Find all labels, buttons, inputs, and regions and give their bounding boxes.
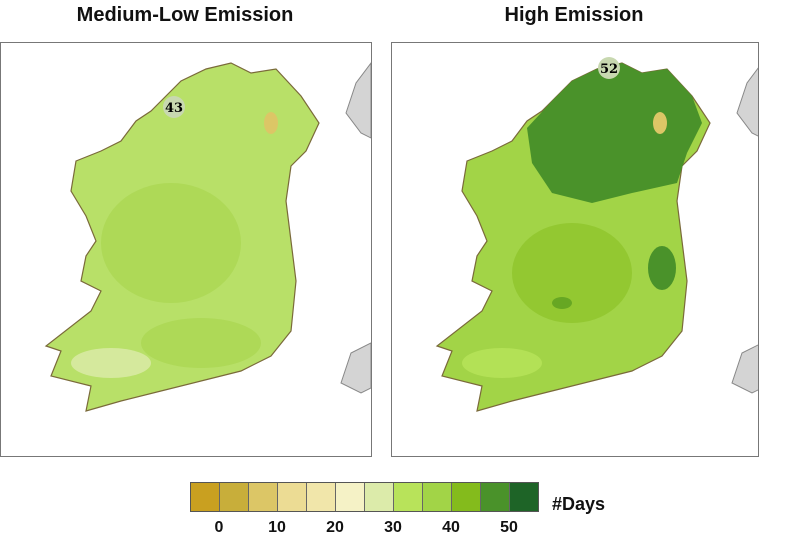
left-map: 43: [45, 62, 372, 412]
colorbar-tick-label: 50: [500, 519, 518, 536]
colorbar-swatch: [336, 483, 365, 511]
max-value-label: 52: [600, 62, 618, 77]
left-map-title: Medium-Low Emission: [76, 4, 294, 26]
colorbar: [190, 482, 539, 512]
colorbar-swatch: [220, 483, 249, 511]
right-map-title: High Emission: [504, 4, 644, 26]
colorbar-tick-label: 10: [268, 519, 286, 536]
max-marker: [163, 96, 185, 118]
colorbar-swatch: [481, 483, 510, 511]
colorbar-swatch: [307, 483, 336, 511]
colorbar-swatch: [423, 483, 452, 511]
colorbar-tick-label: 0: [214, 519, 224, 536]
colorbar-swatch: [365, 483, 394, 511]
colorbar-swatch: [191, 483, 220, 511]
great-britain-landmass: [731, 62, 763, 394]
colorbar-swatch: [278, 483, 307, 511]
colorbar-swatch: [452, 483, 481, 511]
max-marker: [598, 57, 620, 79]
colorbar-unit-label: #Days: [552, 494, 606, 514]
right-map-panel: 52: [391, 42, 763, 457]
left-map-panel: 43: [0, 42, 372, 457]
colorbar-tick-label: 20: [326, 519, 344, 536]
colorbar-swatch: [394, 483, 423, 511]
colorbar-swatch: [249, 483, 278, 511]
max-value-label: 43: [165, 101, 183, 116]
colorbar-swatch: [510, 483, 538, 511]
colorbar-tick-label: 40: [442, 519, 460, 536]
great-britain-landmass: [340, 62, 372, 394]
colorbar-tick-label: 30: [384, 519, 402, 536]
right-map: 52: [436, 57, 763, 412]
